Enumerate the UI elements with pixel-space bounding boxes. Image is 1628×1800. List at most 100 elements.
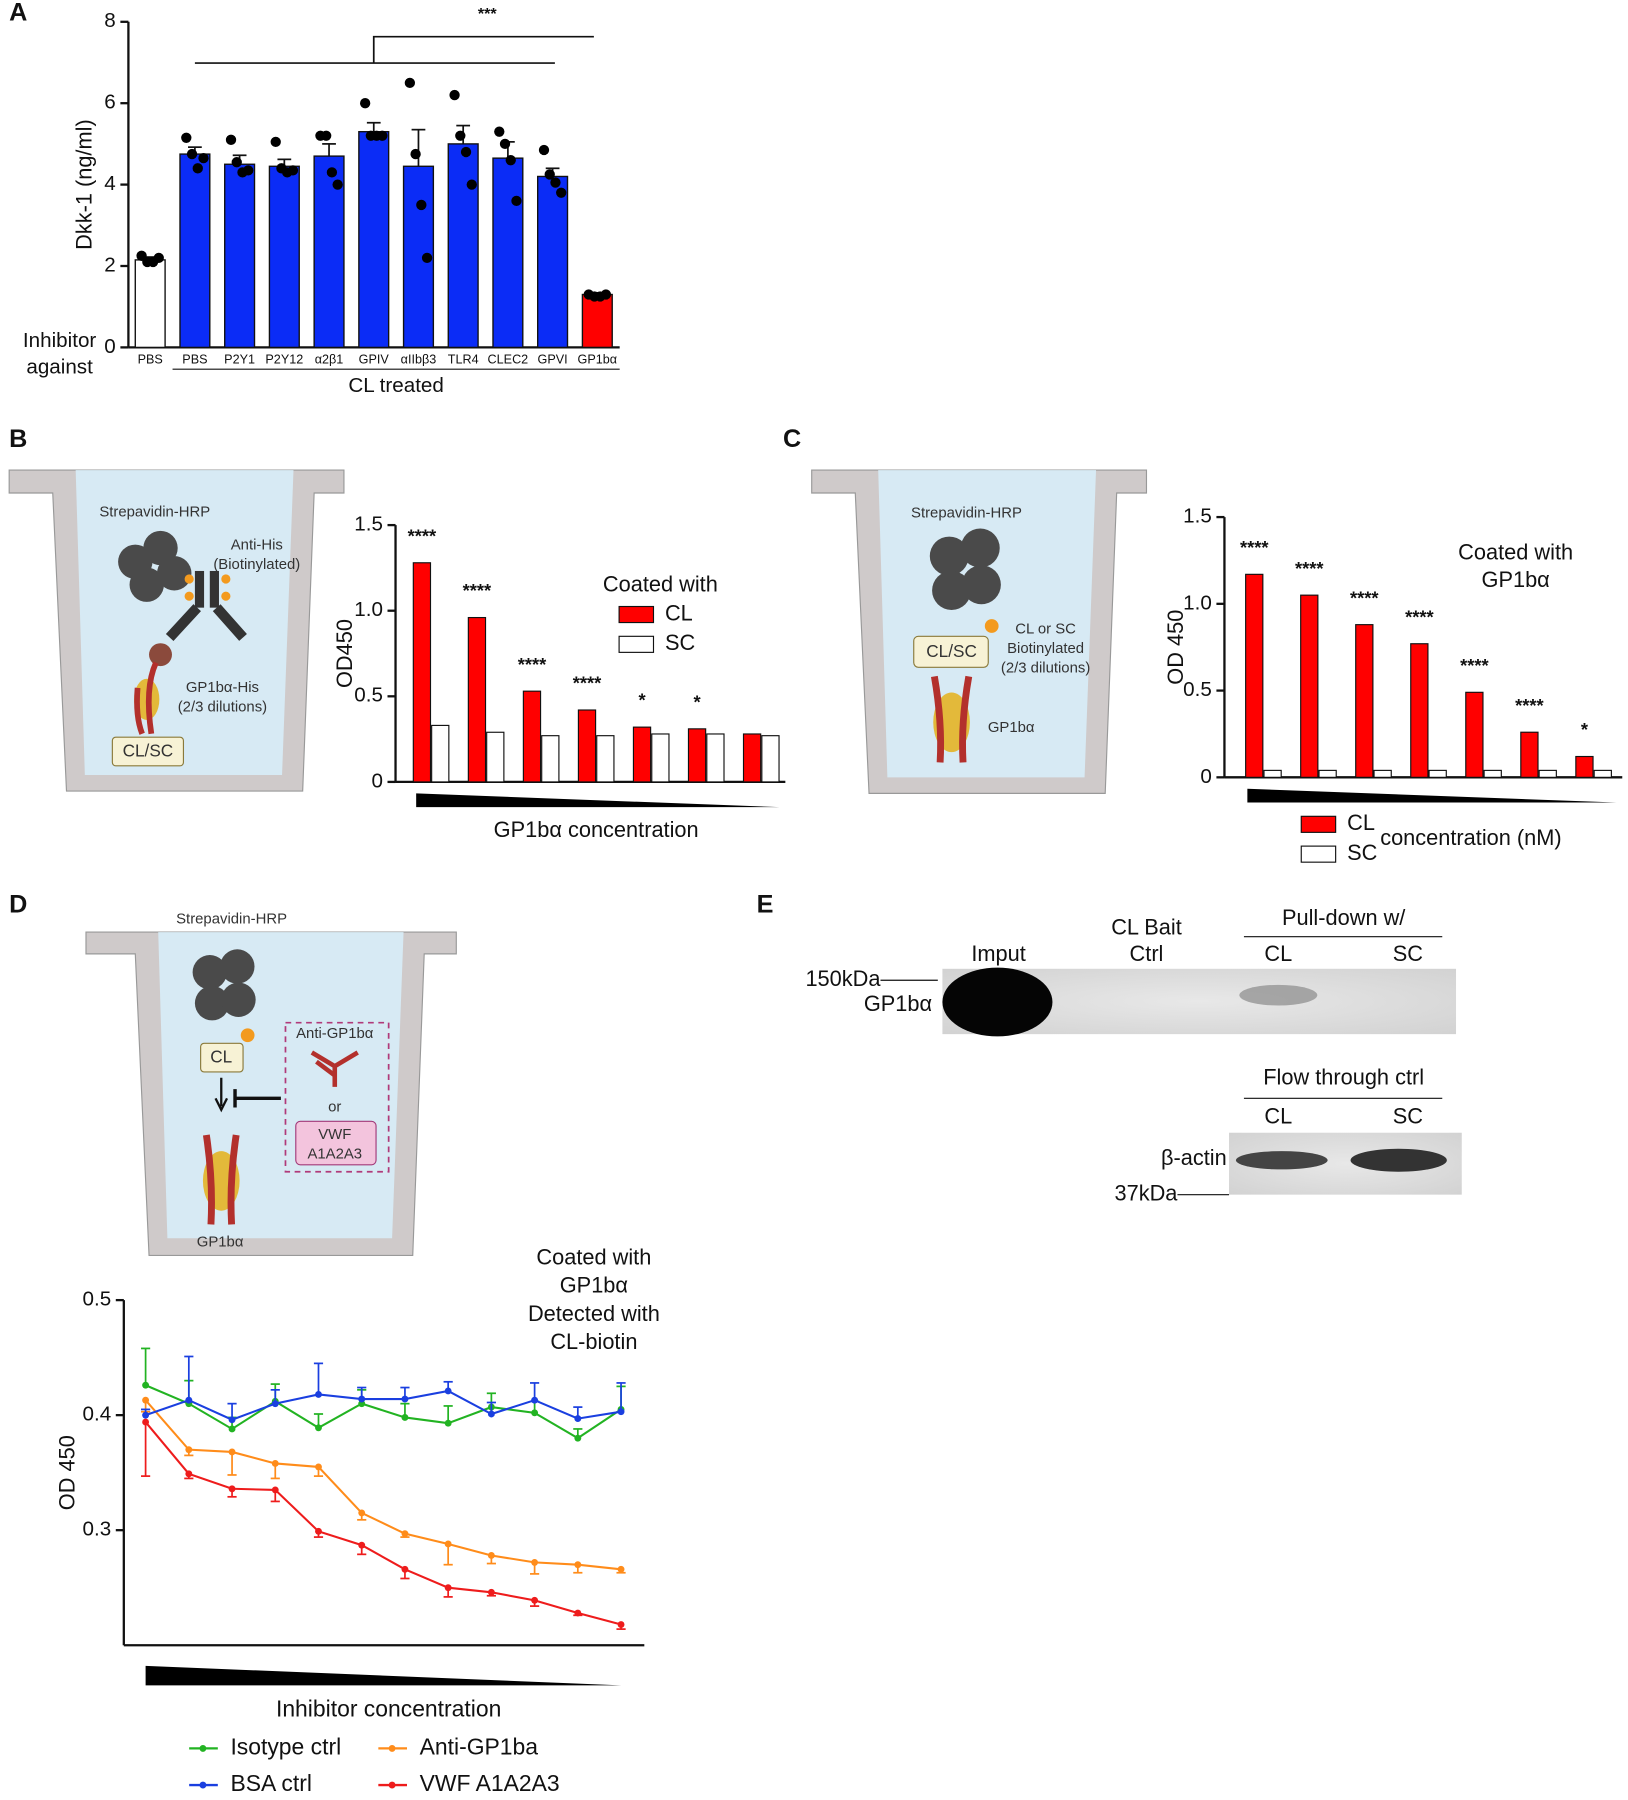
series-line	[145, 1389, 622, 1421]
legend-swatch	[618, 635, 655, 653]
bar	[268, 165, 300, 349]
data-point	[494, 126, 505, 137]
data-point	[416, 199, 427, 211]
data-point	[153, 252, 164, 264]
x-tick-label: αIIbβ3	[401, 352, 437, 366]
panel-label: D	[9, 890, 27, 918]
bar	[1263, 769, 1282, 778]
bar	[1245, 573, 1264, 778]
data-point	[401, 1530, 409, 1538]
lane-label: CL	[1264, 941, 1292, 966]
x-tick-label: GPIV	[359, 352, 390, 366]
data-point	[321, 130, 332, 141]
legend-title: Coated with	[603, 572, 718, 597]
x-tick-label: TLR4	[448, 352, 479, 366]
diagram-text: Strepavidin-HRP	[911, 506, 1022, 522]
diagram-text: Anti-GP1bα	[296, 1026, 374, 1042]
panel-label: A	[9, 0, 27, 26]
data-point	[332, 179, 343, 190]
bar	[431, 724, 450, 783]
group-label: Pull-down w/	[1282, 905, 1406, 930]
data-point	[401, 1414, 409, 1421]
legend-label: CL	[665, 600, 693, 625]
data-point	[531, 1558, 539, 1566]
bar	[447, 143, 479, 349]
bar	[492, 157, 524, 349]
bar	[742, 733, 762, 783]
y-axis-label: OD 450	[55, 1435, 80, 1510]
x-tick-label: CLEC2	[488, 352, 529, 366]
bar	[1483, 769, 1502, 778]
x-axis-label: GP1bα concentration	[494, 817, 699, 842]
data-point	[142, 1381, 150, 1389]
data-point	[550, 177, 561, 188]
data-point	[225, 134, 237, 145]
series-line	[145, 1384, 622, 1440]
x-axis-label: CL treated	[348, 374, 444, 397]
marker-label: 37kDa	[1115, 1180, 1179, 1205]
lane-label: SC	[1393, 1104, 1423, 1129]
series-line	[144, 1399, 622, 1571]
bar	[1300, 594, 1319, 778]
x-tick-label: GP1bα	[578, 352, 618, 366]
bar	[412, 562, 432, 783]
y-axis-label: OD 450	[1163, 610, 1188, 685]
diagram-d: Strepavidin-HRP CL Anti-GP1bα or VWF A1A…	[85, 911, 457, 1256]
bar	[632, 726, 652, 783]
data-point	[243, 165, 254, 176]
data-point	[358, 1541, 366, 1549]
bar	[1318, 769, 1337, 778]
series-line	[144, 1421, 622, 1626]
data-point	[228, 1448, 236, 1456]
bar	[577, 709, 597, 783]
diagram-text: GP1bα	[988, 720, 1035, 736]
y-tick-label: 1.0	[1183, 591, 1212, 614]
diagram-text: Anti-His	[231, 538, 283, 554]
row-label: Inhibitor	[23, 329, 97, 352]
data-point	[270, 136, 281, 148]
data-point	[142, 1411, 150, 1419]
significance: ***	[478, 5, 497, 23]
data-point	[326, 167, 338, 178]
bar	[541, 735, 560, 783]
data-point	[487, 1588, 495, 1596]
x-tick-label: GPVI	[538, 352, 568, 366]
y-tick-label: 0	[1200, 765, 1211, 788]
chart-title: Coated with	[536, 1245, 651, 1270]
data-point	[574, 1434, 582, 1442]
data-point	[444, 1419, 452, 1427]
diagram-text: Biotinylated	[1007, 641, 1084, 657]
data-point	[444, 1540, 452, 1548]
bar	[1520, 731, 1539, 778]
x-tick-label: PBS	[182, 352, 207, 366]
group-label: Flow through ctrl	[1263, 1065, 1424, 1090]
protein-label: β-actin	[1161, 1145, 1227, 1170]
data-point	[377, 130, 388, 141]
data-point	[421, 252, 433, 264]
diagram-text: A1A2A3	[307, 1146, 362, 1162]
significance: *	[693, 691, 701, 712]
y-tick-label: 4	[104, 172, 115, 195]
bar	[761, 735, 780, 783]
data-point	[401, 1565, 409, 1573]
diagram-text: Strepavidin-HRP	[99, 504, 210, 520]
y-tick-label: 0	[371, 769, 382, 792]
legend-swatch	[1300, 845, 1337, 863]
data-point	[617, 1408, 625, 1416]
data-point	[271, 1460, 279, 1467]
legend-label: SC	[1347, 840, 1377, 865]
data-point	[315, 1527, 322, 1535]
data-point	[142, 1396, 150, 1404]
bar	[467, 616, 487, 783]
diagram-text: GP1bα-His	[186, 680, 259, 696]
panel-label: C	[783, 425, 801, 453]
bar	[358, 130, 390, 349]
data-point	[228, 1425, 236, 1433]
legend-label: CL	[1347, 810, 1375, 835]
y-tick-label: 0.5	[354, 684, 383, 707]
data-point	[192, 163, 203, 174]
data-point	[449, 89, 460, 101]
data-point	[231, 157, 242, 168]
significance: ****	[408, 525, 437, 546]
